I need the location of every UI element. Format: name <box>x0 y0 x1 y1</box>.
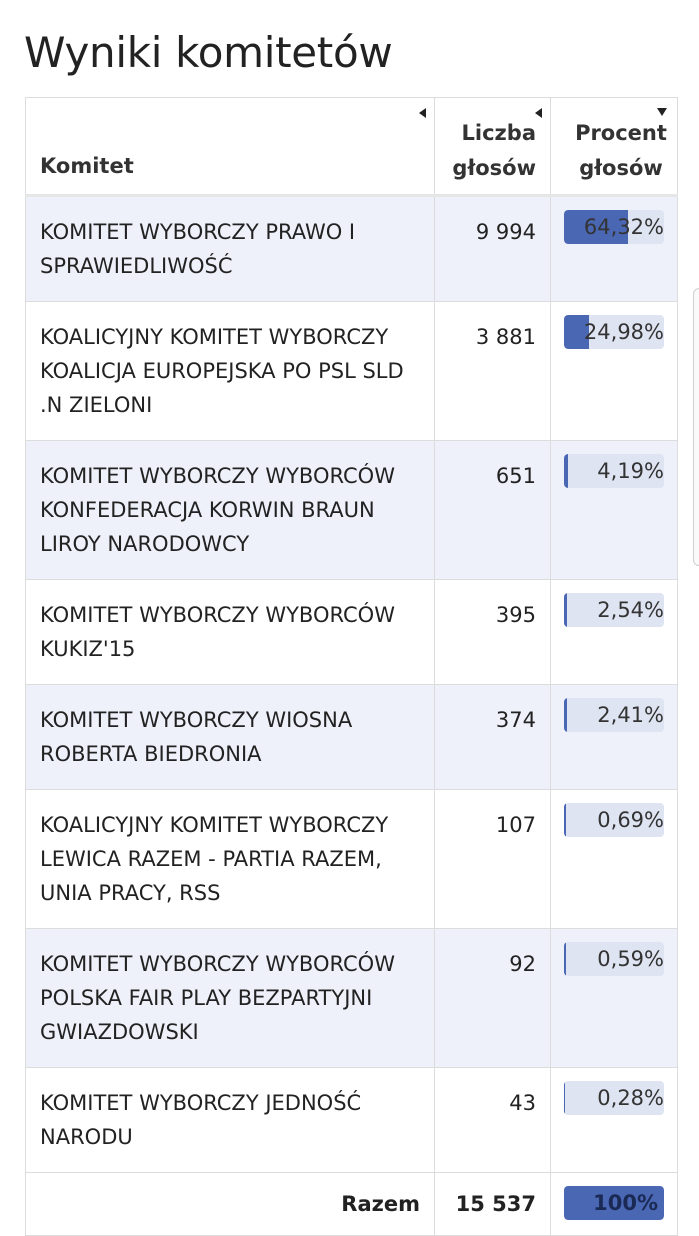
percent-cell: 64,32% <box>551 196 678 302</box>
scroll-handle[interactable] <box>693 288 699 566</box>
percent-bar: 0,59% <box>564 942 664 976</box>
committee-name: KOMITET WYBORCZY JEDNOŚĆ NARODU <box>26 1068 435 1173</box>
percent-value: 0,28% <box>597 1081 664 1115</box>
table-row: KOMITET WYBORCZY WYBORCÓW POLSKA FAIR PL… <box>26 929 678 1068</box>
column-header-committee[interactable]: Komitet <box>26 98 435 196</box>
vote-count: 107 <box>435 790 551 929</box>
percent-value: 100% <box>593 1186 658 1220</box>
percent-bar: 4,19% <box>564 454 664 488</box>
committee-name: KOMITET WYBORCZY WYBORCÓW KUKIZ'15 <box>26 580 435 685</box>
table-row: KOMITET WYBORCZY WYBORCÓW KONFEDERACJA K… <box>26 441 678 580</box>
vote-count: 374 <box>435 685 551 790</box>
percent-bar-fill <box>564 454 568 488</box>
sort-descending-icon <box>657 108 667 116</box>
percent-cell: 0,69% <box>551 790 678 929</box>
percent-bar: 100% <box>564 1186 664 1220</box>
percent-value: 2,54% <box>597 593 664 627</box>
percent-cell: 2,54% <box>551 580 678 685</box>
committee-name: KOALICYJNY KOMITET WYBORCZY LEWICA RAZEM… <box>26 790 435 929</box>
table-header-row: Komitet Liczba głosów Procent głosów <box>26 98 678 196</box>
percent-value: 24,98% <box>584 315 664 349</box>
percent-bar-fill <box>564 803 566 837</box>
percent-bar: 24,98% <box>564 315 664 349</box>
committee-name: KOMITET WYBORCZY WYBORCÓW KONFEDERACJA K… <box>26 441 435 580</box>
percent-bar: 2,41% <box>564 698 664 732</box>
vote-count: 92 <box>435 929 551 1068</box>
percent-value: 4,19% <box>597 454 664 488</box>
percent-bar-fill <box>564 698 567 732</box>
percent-bar: 0,69% <box>564 803 664 837</box>
percent-value: 64,32% <box>584 210 664 244</box>
percent-bar: 2,54% <box>564 593 664 627</box>
committee-name: KOMITET WYBORCZY WYBORCÓW POLSKA FAIR PL… <box>26 929 435 1068</box>
vote-count: 651 <box>435 441 551 580</box>
percent-value: 0,59% <box>597 942 664 976</box>
vote-count: 9 994 <box>435 196 551 302</box>
percent-cell: 24,98% <box>551 302 678 441</box>
percent-bar: 0,28% <box>564 1081 664 1115</box>
column-header-percent[interactable]: Procent głosów <box>551 98 678 196</box>
sort-icon <box>535 108 542 118</box>
committee-name: KOMITET WYBORCZY WIOSNA ROBERTA BIEDRONI… <box>26 685 435 790</box>
percent-bar-fill <box>564 593 567 627</box>
percent-cell: 4,19% <box>551 441 678 580</box>
percent-cell: 0,59% <box>551 929 678 1068</box>
column-header-label: Komitet <box>40 154 134 178</box>
committee-name: KOALICYJNY KOMITET WYBORCZY KOALICJA EUR… <box>26 302 435 441</box>
results-table: Komitet Liczba głosów Procent głosów KOM… <box>25 97 678 1236</box>
percent-value: 0,69% <box>597 803 664 837</box>
vote-count: 3 881 <box>435 302 551 441</box>
percent-value: 2,41% <box>597 698 664 732</box>
vote-count: 395 <box>435 580 551 685</box>
total-row: Razem 15 537 100% <box>26 1173 678 1236</box>
column-header-label: Procent głosów <box>565 116 677 186</box>
table-row: KOALICYJNY KOMITET WYBORCZY KOALICJA EUR… <box>26 302 678 441</box>
percent-cell: 2,41% <box>551 685 678 790</box>
table-row: KOMITET WYBORCZY WIOSNA ROBERTA BIEDRONI… <box>26 685 678 790</box>
percent-bar: 64,32% <box>564 210 664 244</box>
total-votes: 15 537 <box>435 1173 551 1236</box>
percent-bar-fill <box>564 942 566 976</box>
total-percent-cell: 100% <box>551 1173 678 1236</box>
total-label: Razem <box>26 1173 435 1236</box>
committee-name: KOMITET WYBORCZY PRAWO I SPRAWIEDLIWOŚĆ <box>26 196 435 302</box>
vote-count: 43 <box>435 1068 551 1173</box>
table-row: KOALICYJNY KOMITET WYBORCZY LEWICA RAZEM… <box>26 790 678 929</box>
page-title: Wyniki komitetów <box>24 28 392 77</box>
column-header-label: Liczba głosów <box>435 116 536 186</box>
sort-icon <box>419 108 426 118</box>
percent-cell: 0,28% <box>551 1068 678 1173</box>
column-header-votes[interactable]: Liczba głosów <box>435 98 551 196</box>
